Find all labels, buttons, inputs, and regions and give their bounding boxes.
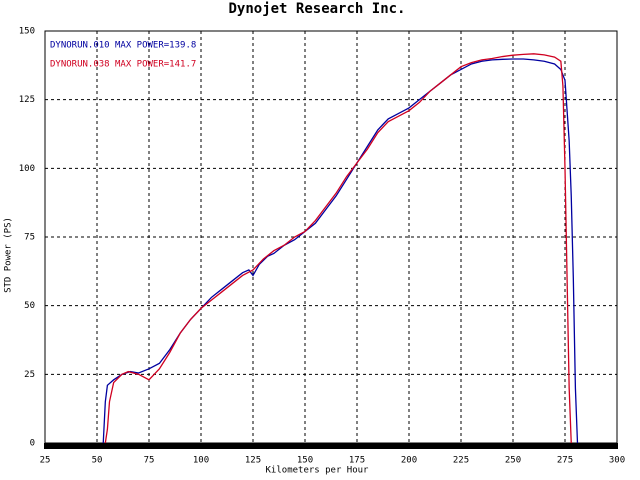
y-tick-label: 50 — [24, 301, 35, 311]
legend-text: MAX POWER=141.7 — [115, 60, 196, 70]
y-tick-label: 75 — [24, 233, 35, 243]
series-line — [102, 58, 579, 444]
legend-text: MAX POWER=139.8 — [115, 41, 196, 51]
y-axis-label: STD Power (PS) — [4, 217, 14, 293]
x-tick-label: 75 — [144, 456, 155, 466]
x-tick-label: 150 — [297, 456, 313, 466]
x-tick-label: 225 — [453, 456, 469, 466]
x-tick-label: 175 — [349, 456, 365, 466]
y-tick-label: 100 — [19, 164, 35, 174]
x-tick-label: 200 — [401, 456, 417, 466]
x-tick-label: 50 — [92, 456, 103, 466]
y-tick-label: 125 — [19, 95, 35, 105]
y-tick-label: 25 — [24, 370, 35, 380]
series-line — [104, 53, 572, 444]
x-axis-label: Kilometers per Hour — [266, 466, 370, 476]
plot-area: 25 50 75 100 125 150 175 200 225 250 275 300 0 25 50 75… — [19, 27, 625, 466]
x-tick-label: 300 — [609, 456, 625, 466]
legend-name: DYNORUN.038 — [50, 60, 110, 70]
y-tick-label: 150 — [19, 27, 35, 37]
x-tick-label: 100 — [193, 456, 209, 466]
chart-title: Dynojet Research Inc. — [228, 1, 405, 17]
x-tick-label: 125 — [245, 456, 261, 466]
legend-name: DYNORUN.010 — [50, 41, 110, 51]
x-tick-label: 275 — [557, 456, 573, 466]
x-tick-label: 250 — [505, 456, 521, 466]
y-tick-label: 0 — [30, 439, 35, 449]
x-tick-label: 25 — [40, 456, 51, 466]
